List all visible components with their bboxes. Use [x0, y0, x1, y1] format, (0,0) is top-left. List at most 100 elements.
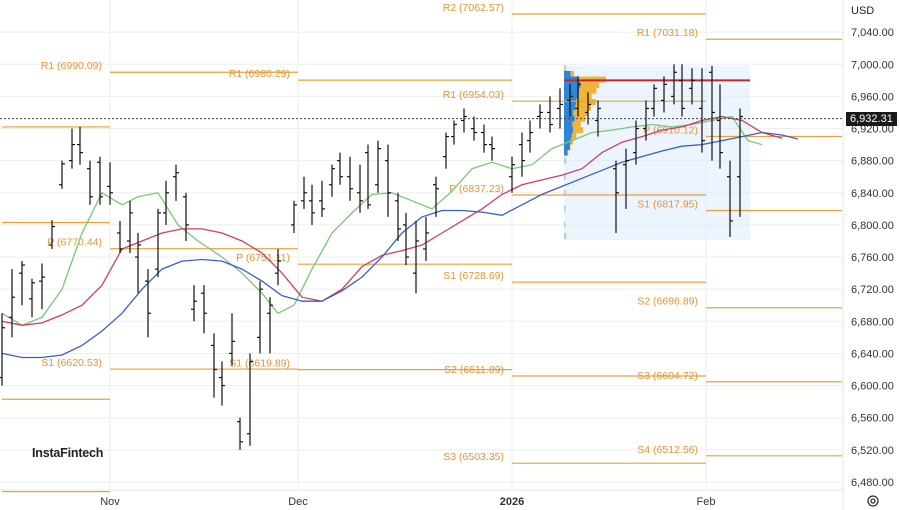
ohlc-bar	[375, 140, 381, 193]
ohlc-bar	[107, 162, 113, 205]
profile-bar-gold	[571, 132, 577, 139]
y-tick-label: 6,920.00	[851, 124, 894, 136]
level-label: P (6837.23)	[449, 183, 504, 195]
profile-bar-blue	[564, 233, 566, 240]
y-tick-label: 7,040.00	[851, 27, 894, 39]
ohlc-bar	[537, 104, 543, 129]
x-tick-label: Nov	[100, 496, 120, 508]
ohlc-bar	[443, 132, 449, 169]
level-label: R1 (6990.09)	[41, 60, 102, 72]
ohlc-bar	[145, 269, 151, 338]
ohlc-bar	[29, 278, 35, 318]
level-label: P (6770.44)	[47, 237, 102, 249]
currency-label[interactable]: USD	[851, 5, 875, 17]
profile-bar-blue	[564, 173, 566, 180]
ohlc-bar	[651, 84, 657, 117]
profile-bar-gold	[565, 189, 567, 196]
y-tick-label: 6,880.00	[851, 156, 894, 168]
profile-bar-gold	[578, 93, 592, 100]
level-label: S1 (6728.69)	[443, 270, 504, 282]
ohlc-bar	[49, 220, 55, 250]
moving-averages	[1, 115, 799, 359]
y-tick-label: 6,800.00	[851, 220, 894, 232]
price-axis: 7,040.00 7,000.00 6,960.00 6,920.00 6,880.00…	[851, 27, 894, 489]
level-label: S3 (6503.35)	[443, 451, 504, 463]
profile-bar-blue	[564, 144, 570, 150]
ohlc-bar	[585, 92, 591, 125]
profile-bar-gold	[565, 65, 567, 72]
ohlc-bar	[337, 152, 343, 185]
level-label: P (6910.12)	[643, 124, 698, 136]
profile-bar-gold	[565, 157, 567, 164]
ohlc-bar	[0, 313, 5, 386]
ohlc-bar	[519, 132, 525, 177]
profile-bar-gold	[580, 82, 600, 89]
ohlc-bar	[77, 126, 83, 165]
ohlc-bar	[623, 148, 629, 209]
ohlc-bar	[155, 208, 161, 278]
ohlc-bar	[247, 353, 253, 446]
profile-bar-blue	[564, 189, 566, 196]
ohlc-bar	[643, 100, 649, 141]
ohlc-bar	[301, 176, 307, 209]
fast-ma-line	[1, 115, 763, 327]
profile-bar-gold	[572, 121, 581, 128]
profile-bar-blue	[564, 121, 573, 128]
settings-gear-icon[interactable]	[866, 494, 880, 508]
profile-bar-gold	[570, 70, 575, 77]
profile-bar-gold	[565, 173, 567, 180]
profile-bar-gold	[574, 115, 585, 122]
ohlc-bar	[489, 136, 495, 161]
ohlc-bar	[567, 84, 573, 117]
last-price-badge: 6,932.31	[846, 111, 897, 126]
ohlc-bar	[135, 232, 141, 294]
level-label: S4 (6512.56)	[637, 444, 698, 456]
ohlc-bar	[117, 220, 123, 254]
profile-bar-gold	[564, 221, 566, 228]
level-label: S3 (6604.72)	[637, 370, 698, 382]
ohlc-bar	[19, 261, 25, 306]
x-tick-label: Feb	[697, 496, 716, 508]
ohlc-bar	[309, 184, 315, 225]
profile-bar-gold	[573, 127, 584, 134]
profile-bar-blue	[564, 157, 566, 164]
ohlc-bar	[451, 120, 457, 145]
y-tick-label: 6,560.00	[851, 413, 894, 425]
ohlc-bar	[547, 96, 553, 133]
profile-bar-gold	[573, 110, 588, 117]
ohlc-bar	[527, 120, 533, 153]
y-tick-label: 6,480.00	[851, 477, 894, 489]
level-label: S2 (6696.89)	[637, 296, 698, 308]
profile-bar-blue	[564, 221, 565, 228]
y-tick-label: 6,840.00	[851, 188, 894, 200]
ohlc-bar	[403, 212, 409, 266]
level-label: R2 (7062.57)	[443, 2, 504, 14]
ohlc-bar	[211, 333, 217, 398]
mid-ma-line	[1, 115, 783, 326]
profile-bar-gold	[576, 99, 596, 106]
ohlc-bar	[267, 297, 273, 354]
ohlc-bar	[39, 263, 45, 310]
ohlc-bar	[471, 116, 477, 141]
profile-bar-blue	[564, 138, 571, 145]
y-tick-label: 6,640.00	[851, 348, 894, 360]
ohlc-bar	[357, 164, 363, 213]
ohlc-bar	[709, 65, 715, 161]
ohlc-bar	[201, 285, 207, 334]
ohlc-bar	[413, 220, 419, 294]
ohlc-bar	[127, 200, 133, 254]
ohlc-bar	[737, 108, 743, 217]
pivot-levels: R1 (6990.09) P (6770.44) S1 (6620.53) R1 (6…	[2, 2, 842, 493]
profile-bar-blue	[564, 70, 571, 77]
ohlc-bar	[423, 216, 429, 262]
ohlc-bar	[347, 156, 353, 201]
price-bars	[0, 64, 743, 450]
y-tick-label: 6,680.00	[851, 316, 894, 328]
ohlc-bar	[183, 192, 189, 241]
profile-bar-blue	[564, 205, 566, 212]
y-tick-label: 7,000.00	[851, 59, 894, 71]
ohlc-bar	[275, 249, 281, 286]
ohlc-bar	[329, 164, 335, 197]
ohlc-bar	[163, 180, 169, 225]
profile-bar-gold	[565, 233, 567, 240]
